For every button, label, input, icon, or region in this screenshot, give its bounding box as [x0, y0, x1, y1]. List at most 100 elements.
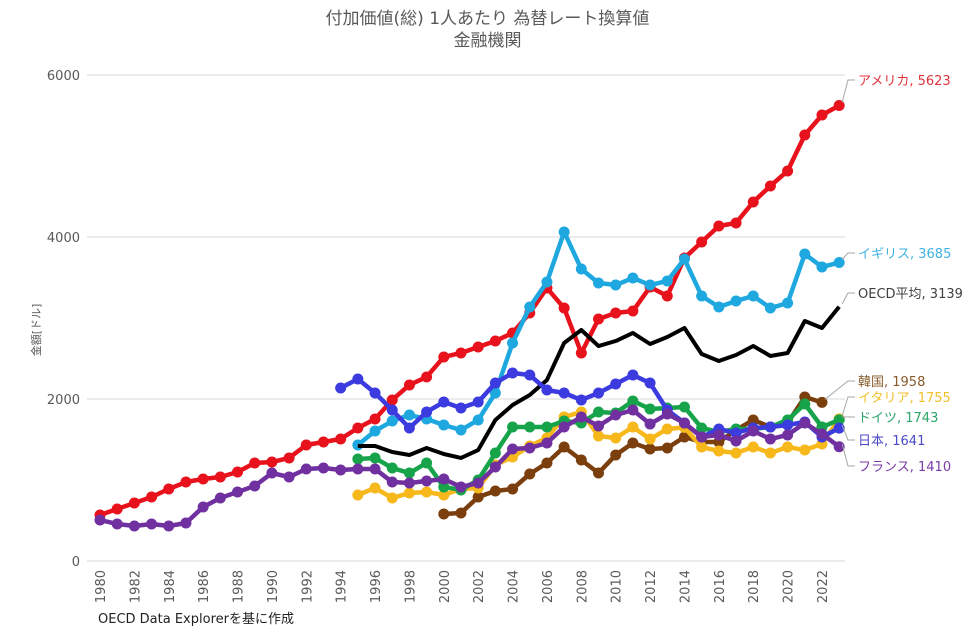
data-point: [369, 482, 381, 494]
data-point: [678, 417, 690, 429]
leader-line: [824, 380, 855, 400]
data-point: [747, 441, 759, 453]
x-tick-label: 1992: [300, 570, 315, 603]
data-point: [524, 421, 536, 433]
data-point: [249, 457, 261, 469]
data-point: [541, 421, 553, 433]
data-point: [593, 277, 605, 289]
data-point: [421, 475, 433, 487]
data-point: [507, 443, 519, 455]
end-label: OECD平均, 3139: [858, 287, 963, 302]
data-point: [403, 487, 415, 499]
data-point: [764, 421, 776, 433]
data-point: [816, 109, 828, 121]
data-point: [489, 335, 501, 347]
data-point: [593, 420, 605, 432]
x-tick-label: 1990: [266, 570, 281, 603]
data-point: [128, 520, 140, 532]
data-point: [799, 248, 811, 260]
data-point: [507, 483, 519, 495]
data-point: [661, 408, 673, 420]
chart-title: 付加価値(総) 1人あたり 為替レート換算値: [325, 9, 650, 29]
data-point: [455, 402, 467, 414]
x-tick-label: 1996: [369, 570, 384, 603]
data-point: [386, 394, 398, 406]
x-tick-label: 2022: [816, 570, 831, 603]
data-point: [335, 382, 347, 394]
chart-title-block: 付加価値(総) 1人あたり 為替レート換算値 金融機関: [0, 8, 975, 52]
data-point: [593, 406, 605, 418]
data-point: [232, 466, 244, 478]
data-point: [627, 437, 639, 449]
y-tick-label: 2000: [47, 393, 80, 408]
data-point: [386, 404, 398, 416]
data-point: [593, 387, 605, 399]
data-point: [610, 307, 622, 319]
data-point: [696, 236, 708, 248]
x-tick-label: 2020: [782, 570, 797, 603]
data-point: [696, 441, 708, 453]
data-point: [799, 417, 811, 429]
series-7: [94, 404, 845, 532]
leader-line: [841, 79, 855, 103]
series-6: [335, 367, 845, 443]
data-point: [833, 257, 845, 269]
data-point: [352, 463, 364, 475]
data-point: [197, 501, 209, 513]
data-point: [146, 491, 158, 503]
data-point: [833, 100, 845, 112]
leader-line: [841, 443, 855, 467]
data-point: [541, 437, 553, 449]
end-label: イタリア, 1755: [858, 391, 951, 406]
x-tick-label: 2018: [747, 570, 762, 603]
x-tick-label: 1998: [403, 570, 418, 603]
data-point: [421, 457, 433, 469]
data-point: [300, 463, 312, 475]
x-tick-label: 2014: [678, 570, 693, 603]
data-point: [472, 491, 484, 503]
data-point: [524, 442, 536, 454]
data-point: [678, 431, 690, 443]
data-point: [610, 378, 622, 390]
end-labels: アメリカ, 5623 イギリス, 3685 OECD平均, 3139 韓国, 1958…: [824, 74, 963, 475]
gridlines: [87, 74, 845, 562]
data-point: [696, 290, 708, 302]
data-point: [593, 467, 605, 479]
data-point: [782, 419, 794, 431]
data-point: [730, 427, 742, 439]
data-point: [799, 444, 811, 456]
data-point: [747, 196, 759, 208]
data-point: [489, 447, 501, 459]
data-point: [524, 468, 536, 480]
series-group: [94, 100, 845, 532]
data-point: [661, 423, 673, 435]
data-point: [455, 507, 467, 519]
data-point: [644, 377, 656, 389]
data-point: [489, 461, 501, 473]
data-point: [541, 457, 553, 469]
x-tick-label: 2010: [610, 570, 625, 603]
x-tick-label: 2012: [644, 570, 659, 603]
data-point: [713, 445, 725, 457]
data-point: [730, 295, 742, 307]
data-point: [335, 464, 347, 476]
data-point: [610, 279, 622, 291]
data-point: [782, 165, 794, 177]
data-point: [782, 429, 794, 441]
data-point: [403, 409, 415, 421]
data-point: [489, 485, 501, 497]
data-point: [644, 443, 656, 455]
data-point: [713, 429, 725, 441]
y-tick-label: 4000: [47, 231, 80, 246]
data-point: [128, 497, 140, 509]
data-point: [472, 396, 484, 408]
data-point: [558, 387, 570, 399]
x-tick-label: 2016: [713, 570, 728, 603]
data-point: [489, 377, 501, 389]
data-point: [833, 414, 845, 426]
data-point: [782, 441, 794, 453]
data-point: [678, 401, 690, 413]
data-point: [713, 301, 725, 313]
data-point: [94, 514, 106, 526]
